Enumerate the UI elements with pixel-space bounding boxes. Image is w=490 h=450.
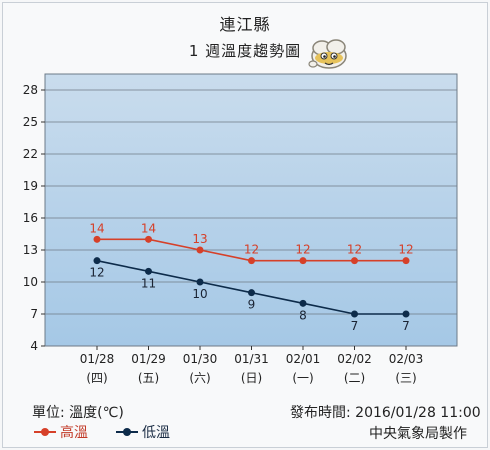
x-tick-label-date: 01/28 — [80, 352, 115, 366]
y-tick-label: 25 — [23, 115, 38, 129]
x-tick-label-weekday: (二) — [344, 371, 365, 385]
x-tick-label-date: 02/02 — [337, 352, 372, 366]
legend-low-label: 低溫 — [142, 425, 170, 441]
data-label-low: 10 — [192, 287, 207, 301]
legend-high-label: 高溫 — [60, 425, 88, 441]
data-point-low — [299, 299, 307, 307]
unit-label: 單位: 溫度(℃) — [32, 405, 124, 421]
x-tick-label-date: 01/29 — [131, 352, 166, 366]
data-point-low — [248, 289, 255, 297]
y-tick-label: 16 — [23, 211, 38, 225]
data-point-low — [145, 267, 152, 275]
data-point-high — [402, 257, 410, 265]
y-tick-label: 19 — [23, 179, 38, 193]
issued-time: 發布時間: 2016/01/28 11:00 — [290, 405, 481, 421]
x-tick-label-date: 01/30 — [183, 352, 218, 366]
x-tick-label-date: 02/03 — [389, 352, 424, 366]
y-tick-label: 13 — [23, 243, 38, 257]
cloud-mascot-icon — [308, 39, 347, 69]
chart-legend: 高溫 低溫 — [34, 422, 198, 442]
data-label-high: 14 — [141, 221, 156, 235]
data-point-low — [402, 310, 410, 318]
data-label-high: 12 — [244, 243, 259, 257]
data-point-high — [248, 257, 255, 265]
plot-area — [44, 73, 458, 347]
data-label-high: 13 — [192, 232, 207, 246]
chart-subtitle: 1 週溫度趨勢圖 — [188, 42, 302, 60]
data-label-low: 9 — [248, 298, 256, 312]
data-label-low: 12 — [89, 266, 104, 280]
data-point-high — [196, 246, 204, 254]
data-label-low: 7 — [402, 319, 410, 333]
data-label-high: 12 — [347, 243, 362, 257]
x-tick-label-weekday: (六) — [189, 371, 210, 385]
y-tick-label: 10 — [23, 275, 38, 289]
y-tick-label: 28 — [23, 83, 38, 97]
x-tick-label-weekday: (三) — [395, 371, 416, 385]
data-label-low: 11 — [141, 276, 156, 290]
data-label-high: 14 — [89, 221, 104, 235]
data-label-high: 12 — [295, 243, 310, 257]
y-tick-label: 22 — [23, 147, 38, 161]
x-tick-label-date: 02/01 — [286, 352, 321, 366]
legend-high-marker — [34, 427, 56, 437]
x-tick-label-weekday: (五) — [138, 371, 159, 385]
data-label-low: 7 — [351, 319, 359, 333]
data-point-high — [93, 235, 101, 243]
x-tick-label-weekday: (日) — [241, 371, 262, 385]
legend-item-high: 高溫 — [34, 422, 88, 442]
x-tick-label-weekday: (一) — [292, 371, 313, 385]
data-point-high — [299, 257, 307, 265]
legend-low-marker — [116, 427, 138, 437]
data-point-low — [93, 257, 101, 265]
y-tick-label: 4 — [30, 339, 38, 353]
data-label-high: 12 — [398, 243, 413, 257]
data-label-low: 8 — [299, 308, 307, 322]
x-tick-label-date: 01/31 — [234, 352, 269, 366]
chart-title: 連江縣 — [219, 15, 271, 34]
maker-label: 中央氣象局製作 — [369, 426, 467, 442]
legend-item-low: 低溫 — [116, 422, 170, 442]
y-tick-label: 7 — [30, 307, 38, 321]
x-tick-label-weekday: (四) — [86, 371, 107, 385]
data-point-high — [351, 257, 358, 265]
data-point-high — [145, 235, 152, 243]
data-point-low — [351, 310, 358, 318]
data-point-low — [196, 278, 204, 286]
